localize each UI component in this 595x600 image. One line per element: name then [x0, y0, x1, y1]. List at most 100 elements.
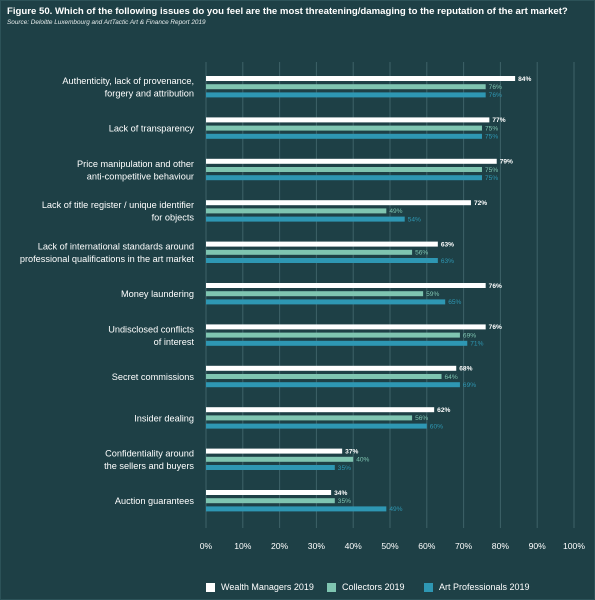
value-label-art-professionals-9: 35% — [338, 465, 351, 472]
value-label-art-professionals-6: 71% — [470, 341, 483, 348]
legend-label-art-professionals: Art Professionals 2019 — [439, 582, 530, 592]
legend-label-wealth-managers: Wealth Managers 2019 — [221, 582, 314, 592]
value-label-collectors-5: 59% — [426, 291, 439, 298]
category-label-4-1: professional qualifications in the art m… — [20, 254, 195, 264]
figure-title: Figure 50. Which of the following issues… — [7, 6, 568, 17]
legend-item-collectors: Collectors 2019 — [327, 580, 405, 594]
value-label-wealth-managers-3: 72% — [474, 200, 487, 207]
x-tick-label-6: 60% — [418, 541, 436, 551]
value-label-wealth-managers-9: 37% — [345, 448, 358, 455]
bar-wealth-managers-6 — [206, 324, 486, 330]
bar-collectors-3 — [206, 208, 387, 214]
value-label-wealth-managers-2: 79% — [500, 159, 513, 166]
legend-label-collectors: Collectors 2019 — [342, 582, 405, 592]
value-label-wealth-managers-8: 62% — [437, 407, 450, 414]
value-label-collectors-3: 49% — [389, 208, 402, 215]
value-label-wealth-managers-10: 34% — [334, 490, 347, 497]
bar-wealth-managers-5 — [206, 283, 486, 288]
value-label-collectors-4: 56% — [415, 250, 428, 257]
category-label-0-0: Authenticity, lack of provenance, — [62, 76, 194, 86]
value-label-wealth-managers-1: 77% — [492, 117, 505, 124]
bar-collectors-1 — [206, 125, 482, 131]
category-label-6-1: of interest — [154, 337, 195, 347]
category-label-7-0: Secret commissions — [112, 372, 195, 382]
value-label-collectors-9: 40% — [356, 457, 369, 464]
legend-swatch-collectors — [327, 582, 336, 592]
value-label-wealth-managers-7: 68% — [459, 366, 472, 373]
figure-source: Source: Deloitte Luxembourg and ArtTacti… — [7, 19, 206, 26]
x-tick-label-9: 90% — [529, 541, 547, 551]
x-tick-label-3: 30% — [308, 541, 326, 551]
bar-art-professionals-6 — [206, 340, 468, 346]
category-label-2-0: Price manipulation and other — [77, 159, 194, 169]
value-label-art-professionals-5: 65% — [448, 299, 461, 306]
bar-art-professionals-3 — [206, 216, 405, 222]
bar-wealth-managers-8 — [206, 407, 435, 413]
bar-collectors-7 — [206, 374, 442, 379]
category-label-3-1: for objects — [152, 213, 195, 223]
value-label-art-professionals-7: 69% — [463, 382, 476, 389]
bar-art-professionals-4 — [206, 258, 438, 263]
bar-art-professionals-0 — [206, 92, 486, 98]
x-tick-label-8: 80% — [492, 541, 510, 551]
value-label-collectors-6: 69% — [463, 332, 476, 339]
bar-wealth-managers-9 — [206, 448, 343, 454]
bar-art-professionals-10 — [206, 506, 387, 512]
bar-art-professionals-8 — [206, 423, 427, 429]
category-label-6-0: Undisclosed conflicts — [108, 324, 194, 334]
category-label-5-0: Money laundering — [121, 289, 194, 299]
category-label-2-1: anti-competitive behaviour — [87, 171, 194, 181]
value-label-art-professionals-4: 63% — [441, 258, 454, 265]
bar-wealth-managers-7 — [206, 365, 457, 371]
bar-collectors-8 — [206, 415, 413, 421]
category-label-9-1: the sellers and buyers — [104, 461, 194, 471]
value-label-art-professionals-0: 76% — [489, 92, 502, 99]
bar-wealth-managers-1 — [206, 117, 490, 123]
bar-collectors-6 — [206, 332, 460, 338]
value-label-art-professionals-10: 49% — [389, 506, 402, 513]
bar-wealth-managers-0 — [206, 76, 516, 81]
bar-wealth-managers-10 — [206, 490, 332, 495]
x-tick-label-2: 20% — [271, 541, 289, 551]
x-tick-label-5: 50% — [381, 541, 399, 551]
chart-legend: Wealth Managers 2019 Collectors 2019 Art… — [0, 580, 595, 594]
x-tick-label-10: 100% — [563, 541, 585, 551]
bar-collectors-5 — [206, 291, 424, 297]
bar-art-professionals-7 — [206, 382, 460, 388]
bar-collectors-2 — [206, 167, 482, 172]
category-label-8-0: Insider dealing — [134, 413, 194, 423]
category-label-4-0: Lack of international standards around — [38, 242, 194, 252]
bar-collectors-0 — [206, 84, 486, 90]
category-label-3-0: Lack of title register / unique identifi… — [42, 200, 194, 210]
legend-item-wealth-managers: Wealth Managers 2019 — [206, 580, 314, 594]
value-label-art-professionals-1: 75% — [485, 134, 498, 141]
bar-collectors-9 — [206, 456, 354, 462]
value-label-collectors-0: 76% — [489, 84, 502, 91]
category-label-1-0: Lack of transparency — [109, 124, 195, 134]
value-label-collectors-8: 56% — [415, 415, 428, 422]
x-tick-label-0: 0% — [200, 541, 213, 551]
value-label-art-professionals-3: 54% — [408, 216, 421, 223]
bar-collectors-10 — [206, 498, 335, 504]
value-label-collectors-1: 75% — [485, 125, 498, 132]
value-label-wealth-managers-4: 63% — [441, 241, 454, 248]
bar-wealth-managers-2 — [206, 158, 497, 164]
x-tick-label-1: 10% — [234, 541, 252, 551]
value-label-wealth-managers-6: 76% — [489, 324, 502, 331]
category-label-0-1: forgery and attribution — [105, 88, 194, 98]
value-label-collectors-10: 35% — [338, 498, 351, 505]
value-label-collectors-2: 75% — [485, 167, 498, 174]
category-label-10-0: Auction guarantees — [115, 496, 195, 506]
legend-item-art-professionals: Art Professionals 2019 — [424, 580, 530, 594]
value-label-art-professionals-2: 75% — [485, 175, 498, 182]
bar-wealth-managers-3 — [206, 200, 471, 206]
x-tick-label-7: 70% — [455, 541, 473, 551]
value-label-wealth-managers-5: 76% — [489, 283, 502, 290]
bar-art-professionals-2 — [206, 175, 482, 181]
value-label-wealth-managers-0: 84% — [518, 76, 531, 83]
bar-art-professionals-1 — [206, 133, 482, 139]
value-label-art-professionals-8: 60% — [430, 423, 443, 430]
value-label-collectors-7: 64% — [445, 374, 458, 381]
bar-wealth-managers-4 — [206, 241, 438, 247]
